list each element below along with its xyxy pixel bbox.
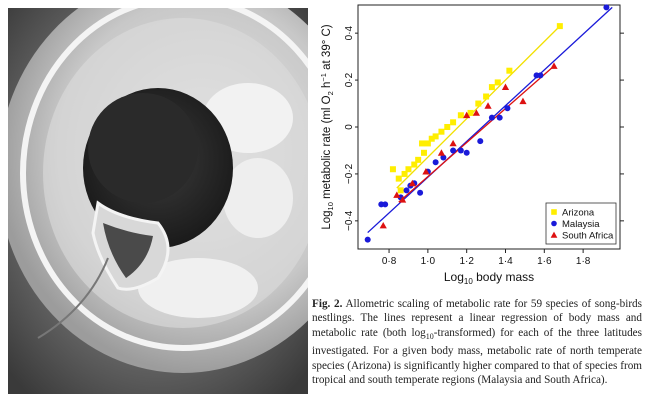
point-arizona	[444, 124, 451, 130]
point-arizona	[420, 149, 427, 156]
legend-label-malaysia: Malaysia	[562, 219, 600, 230]
chart-canvas: 0·8 1·0 1·2 1·4 1·6 1·8 −0·4 −0·2 0 0·2 0·4 Arizo…	[319, 4, 624, 286]
point-malaysia	[450, 147, 457, 154]
point-arizona	[389, 166, 396, 173]
point-arizona	[424, 140, 431, 147]
point-arizona	[488, 84, 495, 91]
point-arizona	[556, 23, 563, 30]
y-axis-label: Log10 metabolic rate (ml O2 h−1 at 39° C…	[319, 24, 335, 229]
point-arizona	[395, 175, 402, 182]
caption-subscript: 10	[425, 332, 434, 342]
point-malaysia	[432, 159, 439, 166]
y-tick-label: 0	[344, 124, 355, 130]
caption-text-a: Allometric scaling of metabolic rate for…	[312, 298, 642, 339]
point-south-africa	[437, 149, 446, 156]
point-arizona	[415, 156, 422, 163]
legend-marker-arizona	[551, 209, 557, 215]
legend-marker-malaysia	[551, 220, 557, 227]
point-arizona	[467, 109, 474, 116]
y-tick-label: −0·2	[344, 163, 355, 184]
point-arizona	[419, 140, 426, 147]
point-malaysia	[382, 201, 389, 208]
point-arizona	[405, 166, 412, 173]
point-malaysia	[417, 189, 424, 196]
metabolic-rate-chart: 0·8 1·0 1·2 1·4 1·6 1·8 −0·4 −0·2 0 0·2 0·4 Arizo…	[318, 0, 650, 290]
fit-line-south-africa	[398, 65, 555, 203]
point-arizona	[483, 93, 490, 100]
caption-text-b: -transformed) for each of the three lati…	[312, 326, 642, 387]
figure-caption: Fig. 2. Allometric scaling of metabolic …	[312, 297, 642, 388]
point-arizona	[411, 161, 418, 168]
point-south-africa	[379, 221, 387, 229]
point-south-africa	[519, 97, 527, 105]
point-malaysia	[477, 138, 484, 145]
point-malaysia	[364, 236, 371, 243]
point-south-africa	[449, 139, 457, 147]
nestling-photo	[8, 8, 308, 394]
caption-label: Fig. 2.	[312, 298, 343, 310]
point-malaysia	[403, 187, 410, 194]
legend-label-arizona: Arizona	[562, 208, 595, 219]
point-malaysia	[504, 105, 511, 112]
fit-line-arizona	[396, 25, 561, 189]
point-malaysia	[440, 154, 447, 161]
fit-line-malaysia	[367, 6, 613, 234]
point-south-africa	[393, 191, 401, 198]
x-tick-label: 1·8	[576, 256, 591, 267]
point-arizona	[506, 67, 513, 74]
y-tick-label: −0·4	[344, 210, 355, 231]
point-arizona	[450, 119, 457, 126]
x-tick-label: 0·8	[382, 256, 397, 267]
y-tick-label: 0·4	[344, 25, 355, 40]
point-arizona	[494, 79, 501, 86]
x-axis-label: Log10 body mass	[444, 270, 534, 286]
point-south-africa	[472, 109, 480, 116]
point-south-africa	[463, 111, 471, 119]
point-arizona	[428, 135, 435, 142]
point-malaysia	[496, 114, 503, 121]
legend-marker-south-africa	[550, 231, 558, 238]
x-tick-label: 1·0	[421, 256, 436, 267]
nestling-photo-image	[8, 8, 308, 394]
point-malaysia	[537, 72, 544, 79]
y-tick-label: 0·2	[344, 72, 355, 87]
x-tick-label: 1·6	[537, 256, 552, 267]
x-tick-label: 1·2	[459, 256, 474, 267]
point-arizona	[475, 100, 482, 107]
point-malaysia	[457, 147, 464, 154]
point-arizona	[432, 133, 439, 140]
point-arizona	[397, 187, 404, 194]
point-south-africa	[422, 167, 430, 175]
legend-label-south-africa: South Africa	[562, 231, 614, 242]
point-arizona	[401, 170, 408, 177]
point-south-africa	[399, 196, 407, 203]
point-malaysia	[463, 149, 470, 156]
point-south-africa	[550, 62, 558, 69]
point-south-africa	[501, 83, 510, 90]
point-south-africa	[408, 179, 416, 187]
point-arizona	[457, 112, 464, 119]
x-tick-label: 1·4	[498, 256, 513, 267]
point-malaysia	[488, 114, 495, 121]
legend-box	[545, 202, 617, 245]
point-malaysia	[603, 4, 610, 11]
point-arizona	[438, 128, 445, 135]
point-south-africa	[484, 102, 492, 109]
